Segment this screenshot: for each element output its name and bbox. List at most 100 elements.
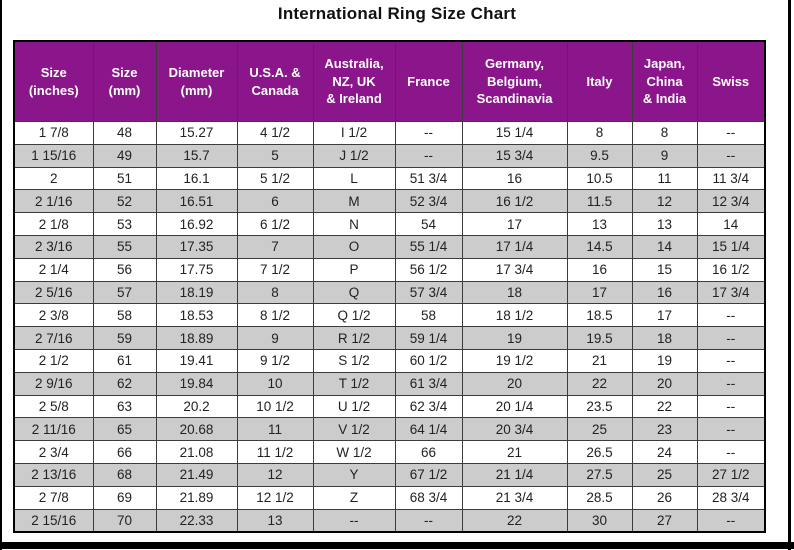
table-cell: 8 bbox=[566, 121, 633, 145]
table-row: 1 7/8 48 15.27 4 1/2 I 1/2 -- 15 1/4 8 8 -- bbox=[13, 121, 766, 145]
table-cell: 13 bbox=[236, 508, 314, 533]
table-cell: 61 3/4 bbox=[394, 371, 463, 396]
table-cell: 22 bbox=[566, 371, 633, 396]
table-row: 2 1/2 61 19.41 9 1/2 S 1/2 60 1/2 19 1/2 21 19 -- bbox=[13, 348, 766, 373]
table-cell: 9.5 bbox=[566, 143, 633, 168]
table-cell: -- bbox=[394, 508, 463, 533]
table-row: 2 1/4 56 17.75 7 1/2 P 56 1/2 17 3/4 16 15 16 1/2 bbox=[13, 257, 766, 282]
table-cell: 2 7/8 bbox=[13, 485, 94, 510]
table-cell: -- bbox=[696, 394, 766, 419]
table-cell: M bbox=[312, 189, 396, 214]
table-cell: 21 1/4 bbox=[461, 462, 568, 487]
table-cell: 27 1/2 bbox=[696, 462, 766, 487]
table-cell: 20 1/4 bbox=[461, 394, 568, 419]
column-header-2: Diameter (mm) bbox=[155, 40, 238, 122]
table-cell: -- bbox=[696, 371, 766, 396]
column-header-7: Italy bbox=[566, 40, 633, 122]
table-cell: 13 bbox=[566, 212, 633, 236]
table-cell: P bbox=[312, 257, 396, 282]
column-header-9: Swiss bbox=[696, 40, 766, 122]
table-cell: Y bbox=[312, 462, 396, 487]
table-cell: 28.5 bbox=[566, 485, 633, 510]
column-header-8: Japan, China & India bbox=[631, 40, 698, 122]
table-cell: 57 3/4 bbox=[394, 280, 463, 305]
table-cell: 2 5/8 bbox=[13, 394, 94, 419]
table-cell: 12 bbox=[236, 462, 314, 487]
table-cell: N bbox=[312, 212, 396, 236]
table-cell: 16 bbox=[566, 257, 633, 282]
table-cell: 2 3/16 bbox=[13, 234, 94, 259]
table-cell: 51 3/4 bbox=[394, 166, 463, 191]
table-cell: 54 bbox=[394, 212, 463, 236]
table-cell: J 1/2 bbox=[312, 143, 396, 168]
table-body: 1 7/8 48 15.27 4 1/2 I 1/2 -- 15 1/4 8 8 -- 1 15/1… bbox=[13, 121, 766, 533]
table-cell: 2 15/16 bbox=[13, 508, 94, 533]
table-cell: 6 bbox=[236, 189, 314, 214]
table-cell: 16.51 bbox=[155, 189, 238, 214]
table-cell: 5 bbox=[236, 143, 314, 168]
table-cell: 19.84 bbox=[155, 371, 238, 396]
table-cell: 15.7 bbox=[155, 143, 238, 168]
table-cell: 60 1/2 bbox=[394, 348, 463, 373]
table-cell: 22 bbox=[631, 394, 698, 419]
table-cell: 52 bbox=[92, 189, 157, 214]
table-cell: -- bbox=[696, 121, 766, 145]
table-cell: 56 1/2 bbox=[394, 257, 463, 282]
table-cell: Q bbox=[312, 280, 396, 305]
table-cell: 19.5 bbox=[566, 326, 633, 350]
table-cell: 21 bbox=[461, 440, 568, 464]
table-cell: 10 bbox=[236, 371, 314, 396]
table-cell: 2 bbox=[13, 166, 94, 191]
table-cell: 27 bbox=[631, 508, 698, 533]
image-frame-right-line bbox=[788, 0, 791, 550]
table-cell: 21 3/4 bbox=[461, 485, 568, 510]
table-row: 1 15/16 49 15.7 5 J 1/2 -- 15 3/4 9.5 9 -- bbox=[13, 143, 766, 168]
table-cell: 14.5 bbox=[566, 234, 633, 259]
table-cell: 20.2 bbox=[155, 394, 238, 419]
table-cell: L bbox=[312, 166, 396, 191]
table-row: 2 51 16.1 5 1/2 L 51 3/4 16 10.5 11 11 3/4 bbox=[13, 166, 766, 191]
table-cell: 27.5 bbox=[566, 462, 633, 487]
table-cell: 2 7/16 bbox=[13, 326, 94, 350]
table-cell: W 1/2 bbox=[312, 440, 396, 464]
table-cell: 24 bbox=[631, 440, 698, 464]
table-cell: 25 bbox=[566, 417, 633, 442]
table-cell: 22.33 bbox=[155, 508, 238, 533]
table-cell: 16 1/2 bbox=[696, 257, 766, 282]
table-cell: 68 bbox=[92, 462, 157, 487]
table-cell: 2 5/16 bbox=[13, 280, 94, 305]
table-cell: 64 1/4 bbox=[394, 417, 463, 442]
table-cell: 18.53 bbox=[155, 303, 238, 328]
table-cell: -- bbox=[394, 143, 463, 168]
table-cell: 1 15/16 bbox=[13, 143, 94, 168]
table-cell: 11 bbox=[236, 417, 314, 442]
table-cell: 11 3/4 bbox=[696, 166, 766, 191]
column-header-4: Australia, NZ, UK & Ireland bbox=[312, 40, 396, 122]
table-cell: 59 1/4 bbox=[394, 326, 463, 350]
header-row: Size (inches) Size (mm) Diameter (mm) U.S.A… bbox=[13, 40, 766, 122]
column-header-1: Size (mm) bbox=[92, 40, 157, 122]
table-cell: 26.5 bbox=[566, 440, 633, 464]
table-cell: 20 bbox=[461, 371, 568, 396]
table-row: 2 1/16 52 16.51 6 M 52 3/4 16 1/2 11.5 12 12 3/4 bbox=[13, 189, 766, 214]
table-cell: 11 bbox=[631, 166, 698, 191]
table-cell: -- bbox=[696, 440, 766, 464]
table-cell: 57 bbox=[92, 280, 157, 305]
table-cell: U 1/2 bbox=[312, 394, 396, 419]
table-cell: 17.35 bbox=[155, 234, 238, 259]
table-cell: 19 bbox=[631, 348, 698, 373]
table-cell: R 1/2 bbox=[312, 326, 396, 350]
table-cell: 17 bbox=[566, 280, 633, 305]
table-cell: O bbox=[312, 234, 396, 259]
table-cell: 2 11/16 bbox=[13, 417, 94, 442]
table-cell: 14 bbox=[696, 212, 766, 236]
table-cell: 66 bbox=[394, 440, 463, 464]
table-cell: 16 bbox=[631, 280, 698, 305]
table-cell: 68 3/4 bbox=[394, 485, 463, 510]
table-cell: 15 3/4 bbox=[461, 143, 568, 168]
table-cell: 53 bbox=[92, 212, 157, 236]
table-cell: -- bbox=[696, 326, 766, 350]
table-cell: -- bbox=[696, 303, 766, 328]
table-cell: 20 3/4 bbox=[461, 417, 568, 442]
table-cell: 55 1/4 bbox=[394, 234, 463, 259]
